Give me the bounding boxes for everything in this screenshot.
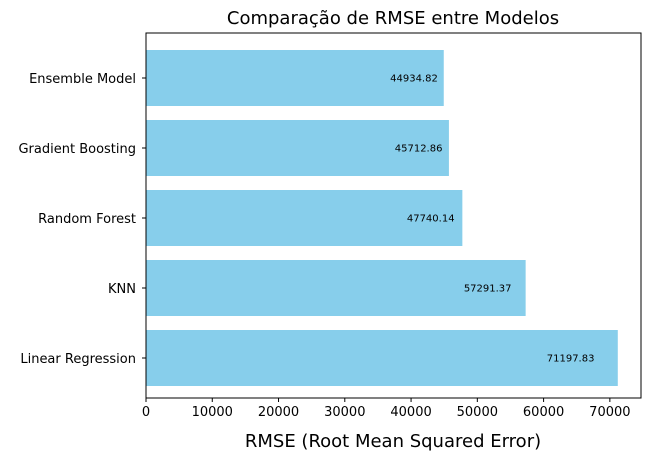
- x-tick-label-3: 30000: [324, 405, 365, 420]
- x-axis: 0 10000 20000 30000 40000 50000 60000 70000: [142, 398, 631, 420]
- y-tick-label-0: Ensemble Model: [29, 72, 136, 87]
- y-tick-label-2: Random Forest: [38, 212, 136, 227]
- plot-area-frame: [145, 32, 642, 399]
- x-tick-label-2: 20000: [258, 405, 299, 420]
- x-tick-label-7: 70000: [589, 405, 630, 420]
- data-label-2: 47740.14: [407, 214, 455, 225]
- bar-3: [146, 260, 526, 316]
- data-label-4: 71197.83: [547, 354, 595, 365]
- labels-layer: 44934.82 45712.86 47740.14 57291.37 71197.83: [390, 74, 594, 365]
- bar-4: [146, 330, 618, 386]
- data-label-1: 45712.86: [395, 144, 443, 155]
- bar-1: [146, 120, 449, 176]
- x-tick-label-4: 40000: [390, 405, 431, 420]
- x-axis-label: RMSE (Root Mean Squared Error): [245, 431, 541, 452]
- y-tick-label-1: Gradient Boosting: [18, 142, 136, 157]
- y-tick-label-4: Linear Regression: [20, 352, 136, 367]
- bar-2: [146, 190, 463, 246]
- bars-layer: [146, 50, 618, 386]
- data-label-0: 44934.82: [390, 74, 438, 85]
- y-axis: Ensemble Model Gradient Boosting Random Fo…: [18, 72, 146, 367]
- x-tick-label-1: 10000: [192, 405, 233, 420]
- bar-0: [146, 50, 444, 106]
- chart-title: Comparação de RMSE entre Modelos: [227, 8, 559, 29]
- x-tick-label-6: 60000: [523, 405, 564, 420]
- data-label-3: 57291.37: [464, 284, 512, 295]
- x-tick-label-0: 0: [142, 405, 150, 420]
- x-tick-label-5: 50000: [457, 405, 498, 420]
- y-tick-label-3: KNN: [108, 282, 136, 297]
